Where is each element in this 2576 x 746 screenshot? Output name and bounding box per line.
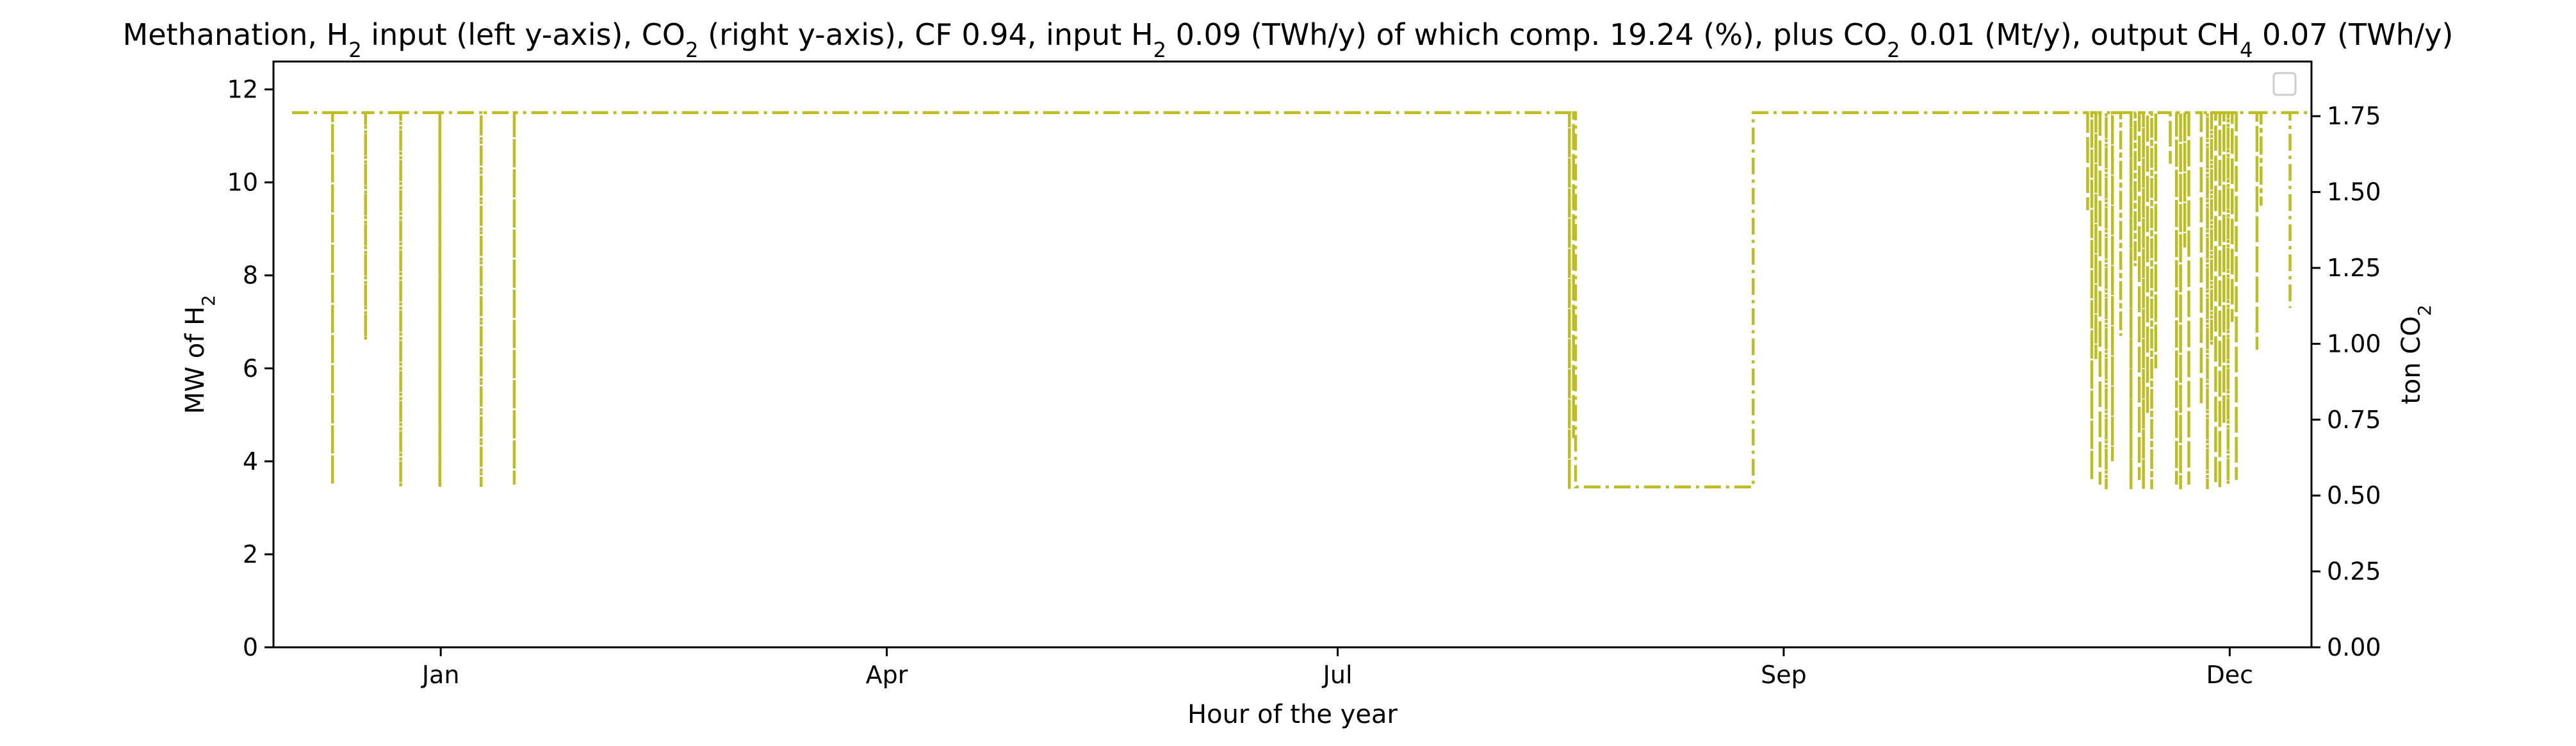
text-part: Methanation, H [123, 17, 349, 52]
y-right-tick-label: 1.50 [2327, 178, 2381, 206]
text-part: 0.01 (Mt/y), output CH [1900, 17, 2240, 52]
y-left-tick-label: 4 [243, 447, 258, 476]
x-tick-label: Jan [421, 661, 460, 689]
y-right-tick-label: 1.25 [2327, 254, 2381, 282]
subscript-text: 2 [348, 38, 361, 62]
y-left-tick-label: 10 [227, 169, 258, 197]
y-left-tick-label: 2 [243, 540, 258, 568]
y-axis-right-label: ton CO2 [2397, 304, 2435, 404]
legend-box [2272, 72, 2297, 96]
y-left-tick-label: 6 [243, 354, 258, 383]
y-left-tick-label: 12 [227, 76, 258, 104]
subscript-text: 2 [1887, 38, 1900, 62]
x-tick-label: Sep [1761, 661, 1807, 689]
chart-title: Methanation, H2 input (left y-axis), CO2… [123, 17, 2454, 62]
x-tick-label: Dec [2206, 661, 2254, 689]
y-right-tick-label: 0.75 [2327, 406, 2381, 434]
subscript-text: 4 [2240, 38, 2253, 62]
x-axis-label: Hour of the year [1187, 700, 1398, 729]
y-right-tick-label: 0.00 [2327, 633, 2381, 661]
series-line-h2-input [292, 111, 2310, 490]
y-right-tick-label: 1.75 [2327, 102, 2381, 130]
x-axis: Jan Apr Jul Sep Dec [421, 647, 2253, 689]
text-part: 0.07 (TWh/y) [2253, 17, 2453, 52]
plot-frame [272, 60, 2313, 649]
y-axis-right: 0.00 0.25 0.50 0.75 1.00 1.25 1.50 1.75 [2311, 102, 2381, 661]
text-part: ton CO [2397, 316, 2426, 404]
text-part: MW of H [181, 306, 210, 414]
series-layer [292, 111, 2310, 490]
y-left-tick-label: 0 [243, 633, 258, 661]
x-tick-label: Jul [1322, 661, 1353, 689]
y-axis-left: 0 2 4 6 8 10 12 [227, 76, 273, 661]
subscript-text: 2 [1153, 38, 1166, 62]
y-right-tick-label: 0.25 [2327, 558, 2381, 586]
text-part: input (left y-axis), CO [362, 17, 685, 52]
text-part: (right y-axis), CF 0.94, input H [699, 17, 1153, 52]
y-right-tick-label: 0.50 [2327, 481, 2381, 510]
subscript-text: 2 [685, 38, 698, 62]
y-right-tick-label: 1.00 [2327, 329, 2381, 358]
y-left-tick-label: 8 [243, 261, 258, 290]
subscript-text: 2 [198, 295, 219, 306]
text-part: 0.09 (TWh/y) of which comp. 19.24 (%), p… [1166, 17, 1887, 52]
subscript-text: 2 [2414, 304, 2435, 316]
y-axis-left-label: MW of H2 [181, 295, 219, 414]
x-tick-label: Apr [866, 661, 908, 689]
